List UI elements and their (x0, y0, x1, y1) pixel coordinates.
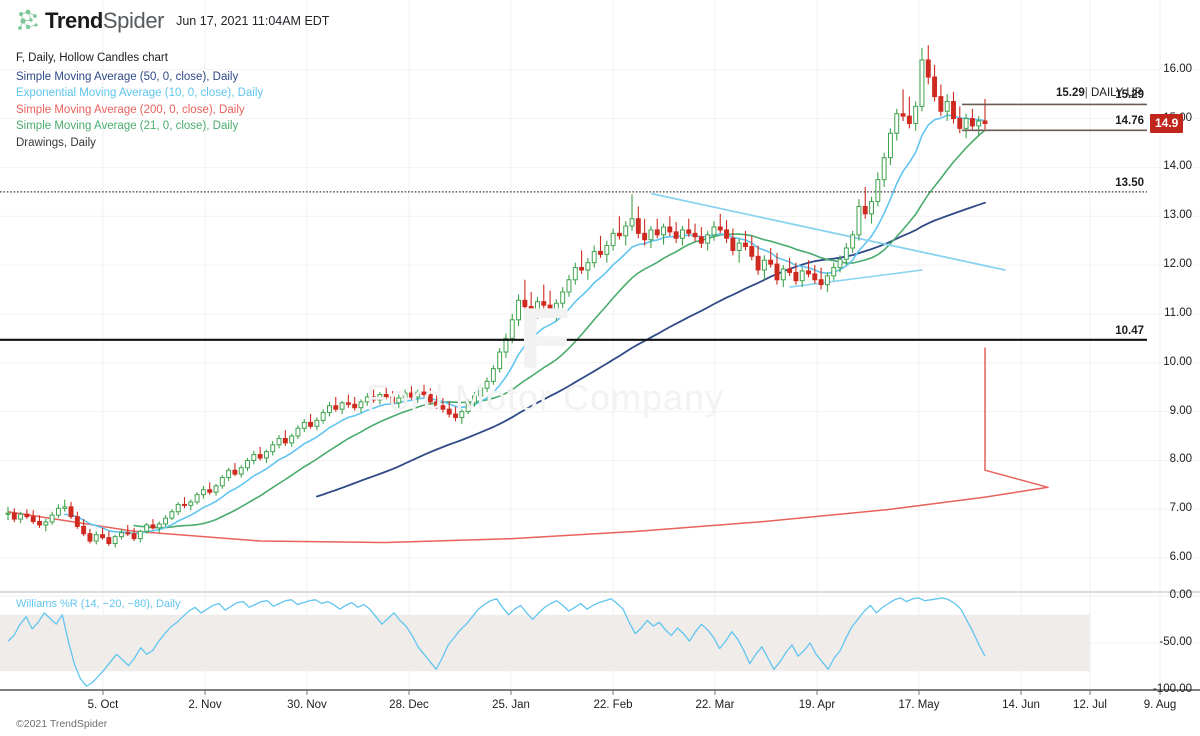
date-tick-22--Feb: 22. Feb (593, 699, 633, 711)
legend-item-drawings[interactable]: Drawings, Daily (16, 136, 96, 149)
price-tick-12-00: 12.00 (1163, 258, 1192, 271)
date-tick-2--Nov: 2. Nov (188, 699, 222, 711)
brand-trend: Trend (45, 8, 103, 33)
date-tick-28--Dec: 28. Dec (389, 699, 429, 711)
level-label-13-50: 13.50 (1115, 176, 1144, 189)
date-tick-19--Apr: 19. Apr (798, 699, 836, 711)
price-tick-16-00: 16.00 (1163, 62, 1192, 75)
williams-tick-5000: -50.00 (1159, 636, 1192, 648)
legend-chart-title: F, Daily, Hollow Candles chart (16, 52, 168, 64)
date-tick-22--Mar: 22. Mar (695, 699, 735, 711)
price-tick-11-00: 11.00 (1164, 306, 1192, 319)
app-header: TrendSpider Jun 17, 2021 11:04AM EDT (0, 0, 1200, 42)
price-tick-13-00: 13.00 (1163, 209, 1192, 222)
trendspider-logo-icon (18, 9, 38, 30)
date-tick-17--May: 17. May (898, 699, 940, 711)
date-tick-14--Jun: 14. Jun (1002, 699, 1040, 711)
williams-tick-10000: -100.00 (1152, 683, 1192, 695)
brand-spider: Spider (102, 8, 165, 33)
legend-item-sma50[interactable]: Simple Moving Average (50, 0, close), Da… (16, 70, 239, 83)
level-label-14-76: 14.76 (1115, 115, 1144, 128)
date-tick-30--Nov: 30. Nov (287, 699, 327, 711)
last-price-badge: 14.9 (1150, 114, 1184, 134)
daily-up-value: 15.29 (1056, 87, 1085, 100)
chart-legend: F, Daily, Hollow Candles chart Simple Mo… (16, 50, 263, 151)
date-tick-9--Aug: 9. Aug (1143, 699, 1177, 711)
price-tick-9-00: 9.00 (1169, 404, 1192, 417)
indicator-legend-williams-r[interactable]: Williams %R (14, −20, −80), Daily (16, 598, 181, 610)
brand-wordmark: TrendSpider (45, 8, 165, 34)
williams-tick-000: 0.00 (1169, 589, 1192, 601)
legend-item-sma21[interactable]: Simple Moving Average (21, 0, close), Da… (16, 120, 239, 132)
price-tick-8-00: 8.00 (1169, 453, 1192, 466)
date-tick-5--Oct: 5. Oct (87, 699, 119, 711)
daily-up-separator: | (1084, 87, 1088, 100)
level-label-15-29: 15.29 (1115, 89, 1144, 102)
price-tick-10-00: 10.00 (1163, 355, 1192, 368)
chart-timestamp: Jun 17, 2021 11:04AM EDT (176, 14, 330, 28)
date-tick-12--Jul: 12. Jul (1073, 699, 1107, 711)
date-tick-25--Jan: 25. Jan (492, 699, 530, 711)
daily-up-annotation: 15.29| DAILY UP (1056, 87, 1142, 99)
price-tick-14-00: 14.00 (1163, 160, 1192, 173)
copyright-footer: ©2021 TrendSpider (16, 718, 108, 730)
price-tick-6-00: 6.00 (1169, 551, 1192, 564)
daily-up-text: DAILY UP (1090, 87, 1143, 100)
price-tick-7-00: 7.00 (1169, 502, 1192, 515)
level-label-10-47: 10.47 (1115, 324, 1144, 337)
legend-item-ema10[interactable]: Exponential Moving Average (10, 0, close… (16, 87, 264, 99)
legend-item-sma200[interactable]: Simple Moving Average (200, 0, close), D… (16, 103, 245, 116)
